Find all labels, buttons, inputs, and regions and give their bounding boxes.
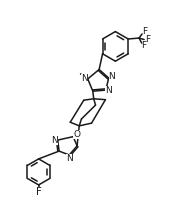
Text: F: F xyxy=(143,27,148,36)
Text: F: F xyxy=(141,41,146,50)
Text: N: N xyxy=(81,74,88,83)
Text: F: F xyxy=(145,35,150,44)
Text: F: F xyxy=(36,187,41,198)
Text: O: O xyxy=(73,130,80,139)
Text: N: N xyxy=(105,86,112,95)
Text: N: N xyxy=(51,136,58,145)
Text: N: N xyxy=(66,154,73,163)
Text: N: N xyxy=(109,72,115,81)
